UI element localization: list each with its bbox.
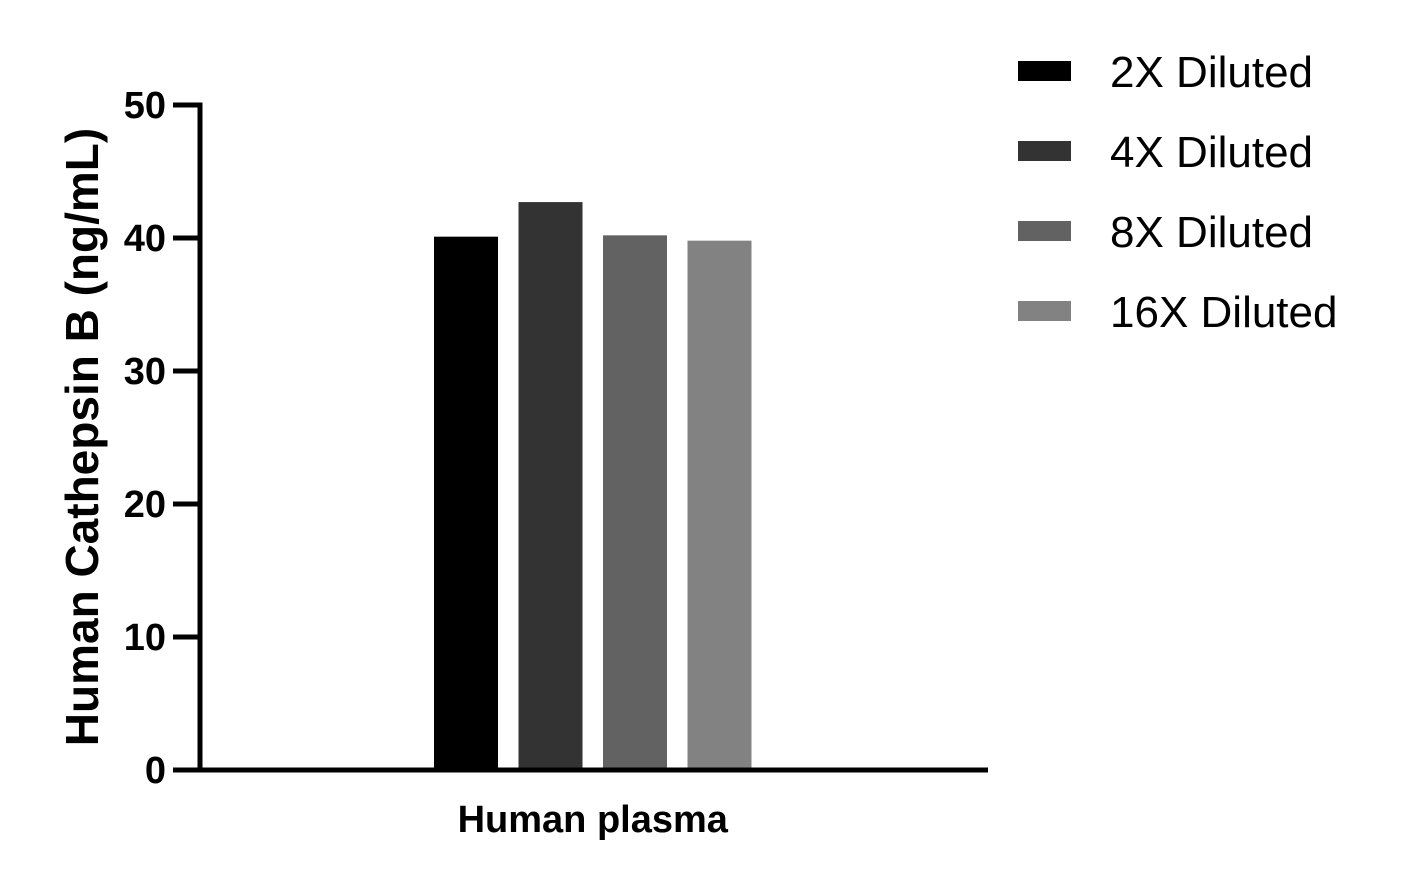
x-category-label: Human plasma	[458, 799, 729, 841]
bars-layer	[434, 202, 752, 771]
legend-label: 16X Diluted	[1110, 288, 1337, 337]
bar-2x-diluted	[434, 236, 498, 771]
y-axis-title: Human Cathepsin B (ng/mL)	[56, 128, 108, 746]
y-tick-label: 50	[124, 85, 166, 127]
legend-label: 4X Diluted	[1110, 128, 1313, 177]
legend: 2X Diluted 4X Diluted 8X Diluted 16X Dilute…	[1018, 48, 1337, 337]
axes-layer	[173, 102, 988, 773]
legend-swatch	[1018, 301, 1071, 321]
bar-8x-diluted	[603, 235, 667, 771]
y-tick-label: 40	[124, 218, 166, 260]
legend-swatch	[1018, 141, 1071, 161]
bar-4x-diluted	[518, 202, 583, 771]
y-ticks: 0 10 20 30 40 50	[124, 85, 200, 792]
legend-label: 8X Diluted	[1110, 208, 1313, 257]
category-labels: Human plasma	[458, 799, 729, 841]
y-tick-label: 10	[124, 617, 166, 659]
legend-label: 2X Diluted	[1110, 48, 1313, 97]
bar-16x-diluted	[687, 240, 752, 770]
legend-swatch	[1018, 61, 1071, 81]
y-tick-label: 0	[145, 750, 166, 792]
legend-swatch	[1018, 221, 1071, 241]
y-tick-label: 30	[124, 351, 166, 393]
y-tick-label: 20	[124, 484, 166, 526]
